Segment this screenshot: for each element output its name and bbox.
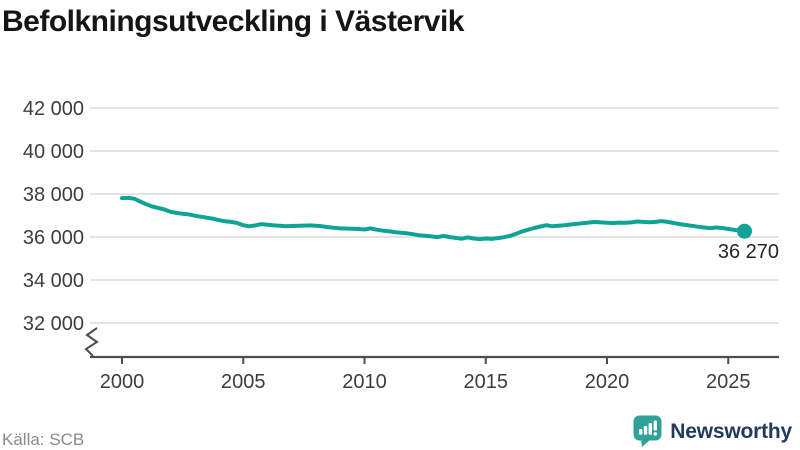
- newsworthy-logo-text: Newsworthy: [670, 419, 792, 443]
- axis-break-icon: [84, 327, 99, 357]
- x-tick-label: 2025: [706, 371, 751, 393]
- x-tick-label: 2015: [464, 371, 509, 393]
- end-value-label: 36 270: [718, 241, 779, 263]
- x-tick-label: 2000: [100, 371, 145, 393]
- x-tick-label: 2010: [342, 371, 387, 393]
- y-tick-label: 38 000: [23, 184, 84, 206]
- y-tick-label: 32 000: [23, 313, 84, 335]
- newsworthy-logo-icon: [633, 415, 662, 447]
- x-tick-label: 2020: [585, 371, 630, 393]
- y-tick-label: 42 000: [23, 98, 84, 120]
- x-tick-label: 2005: [221, 371, 266, 393]
- end-point-marker: [736, 223, 752, 239]
- source-caption: Källa: SCB: [2, 430, 85, 449]
- newsworthy-logo: Newsworthy: [633, 415, 792, 448]
- y-tick-label: 40 000: [23, 141, 84, 163]
- chart-title: Befolkningsutveckling i Västervik: [2, 5, 465, 38]
- y-tick-label: 36 000: [23, 227, 84, 249]
- population-line: [120, 195, 747, 242]
- y-tick-label: 34 000: [23, 270, 84, 292]
